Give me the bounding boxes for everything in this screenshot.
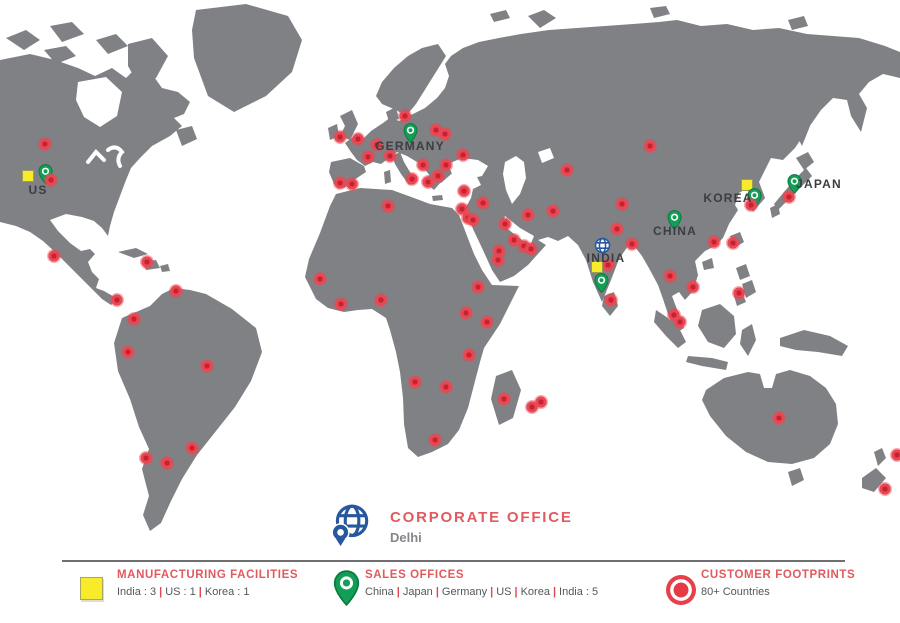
customer-dot [625,237,639,251]
customer-dot [663,269,677,283]
customer-dot [421,175,435,189]
customer-dot [457,184,471,198]
customer-footprint-icon [666,575,696,605]
map-label-india: INDIA [586,251,626,265]
legend-manufacturing-title: MANUFACTURING FACILITIES [117,569,299,581]
customer-dot [471,280,485,294]
customer-dot [140,255,154,269]
map-label-korea: KOREA [703,191,753,205]
customer-dot [772,411,786,425]
customer-dot [44,173,58,187]
manufacturing-square-icon [741,179,753,191]
customer-dot [333,130,347,144]
customer-dot [200,359,214,373]
customer-dot [185,441,199,455]
legend-customers: CUSTOMER FOOTPRINTS 80+ Countries [701,569,855,598]
customer-dot [615,197,629,211]
legend-manufacturing-detail: India : 3 | US : 1 | Korea : 1 [117,586,250,598]
customer-dot [383,149,397,163]
customer-dot [127,312,141,326]
customer-dot [560,163,574,177]
corporate-office-city: Delhi [390,530,422,545]
customer-dot [726,236,740,250]
customer-dot [601,258,615,272]
manufacturing-square-icon [591,261,603,273]
legend-sales-title: SALES OFFICES [365,569,465,581]
customer-dot [334,297,348,311]
customer-dot [374,293,388,307]
corporate-globe-icon [331,504,369,546]
sales-pin-icon [402,123,418,148]
customer-dot [610,222,624,236]
customer-dot [744,198,758,212]
legend-manufacturing: MANUFACTURING FACILITIES India : 3 | US : … [117,569,298,598]
customer-dot [121,345,135,359]
customer-dot [673,315,687,329]
map-label-japan: JAPAN [796,177,842,191]
sales-pin-icon [593,273,609,298]
customer-dot [313,272,327,286]
map-label-us: US [28,183,48,197]
customer-dot [878,482,892,496]
customer-dot [732,286,746,300]
customer-dot [480,315,494,329]
customer-dot [169,284,183,298]
customer-dot [428,433,442,447]
customer-dot [707,235,721,249]
map-label-germany: GERMANY [375,139,445,153]
customer-dot [438,127,452,141]
customer-dot [459,306,473,320]
legend-sales-detail: China | Japan | Germany | US | Korea | India : 5 [365,586,599,598]
world-map [0,4,900,531]
customer-dot [160,456,174,470]
customer-dot [686,280,700,294]
customer-dot [890,448,900,462]
customer-dot [462,348,476,362]
map-markers-layer: US GERMANY INDIA CHINA KOREA JAPAN [22,109,900,496]
customer-dot [38,137,52,151]
sales-pin-icon [666,210,682,235]
customer-dot [534,395,548,409]
legend-divider [62,560,845,562]
customer-dot [476,196,490,210]
map-label-china: CHINA [653,224,697,238]
manufacturing-square-icon [80,577,103,600]
customer-dot [405,172,419,186]
customer-dot [333,176,347,190]
customer-dot [110,293,124,307]
corporate-office-title: CORPORATE OFFICE [390,509,573,526]
customer-dot [524,242,538,256]
customer-dot [604,293,618,307]
customer-dot [497,392,511,406]
customer-dot [47,249,61,263]
customer-dot [643,139,657,153]
customer-dot [139,451,153,465]
customer-dot [351,132,365,146]
corporate-office-block: CORPORATE OFFICE Delhi [328,501,573,547]
customer-dot [466,213,480,227]
customer-dot [521,208,535,222]
legend-customers-title: CUSTOMER FOOTPRINTS [701,569,856,581]
customer-dot [345,177,359,191]
customer-dot [398,109,412,123]
customer-dot [408,375,422,389]
customer-dot [498,217,512,231]
customer-dot [439,380,453,394]
customer-dot [370,138,384,152]
customer-dot [546,204,560,218]
sales-pin-icon [333,570,360,606]
customer-dot [439,158,453,172]
customer-dot [416,158,430,172]
customer-dot [456,148,470,162]
corporate-globe-marker-icon [594,237,611,259]
manufacturing-square-icon [22,170,34,182]
customer-dot [381,199,395,213]
legend-customers-detail: 80+ Countries [701,586,770,598]
customer-dot [491,253,505,267]
customer-dot [361,150,375,164]
customer-dot [782,190,796,204]
legend-sales: SALES OFFICES China | Japan | Germany | US | Kor… [365,569,598,598]
